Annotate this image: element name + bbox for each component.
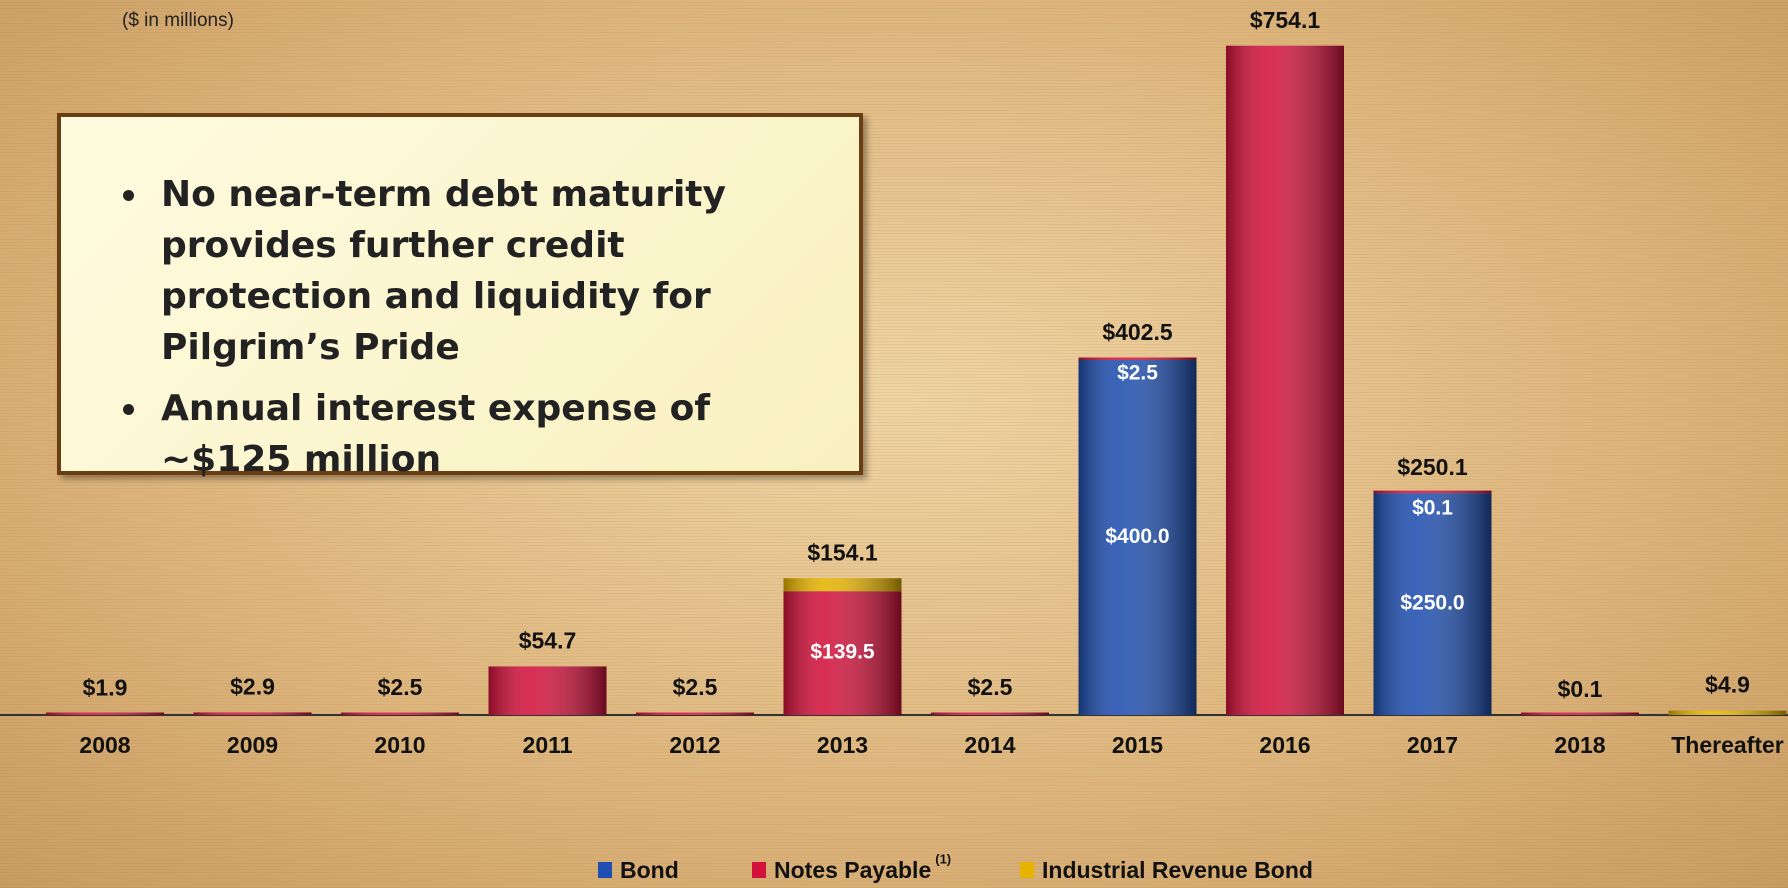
x-tick-label: 2014 [964,732,1015,758]
legend-footnote: (1) [935,851,951,866]
bar-shading [1078,357,1197,360]
bullet-list: No near-term debt maturity provides furt… [61,117,859,485]
total-label: $0.1 [1558,676,1603,702]
segment-label: $2.5 [1117,361,1158,384]
bar-shading [636,712,754,715]
bullet: No near-term debt maturity provides furt… [151,169,819,373]
x-tick-label: Thereafter [1671,732,1784,758]
legend-swatch [598,862,612,878]
total-label: $154.1 [807,539,878,565]
total-label: $2.5 [673,674,718,700]
bar-shading [1078,360,1197,715]
x-tick-label: 2017 [1407,732,1458,758]
x-tick-label: 2009 [227,732,278,758]
bar-shading [931,712,1049,715]
bar-shading [1521,712,1639,715]
x-tick-label: 2013 [817,732,868,758]
legend-swatch [752,862,766,878]
legend-swatch [1020,862,1034,878]
legend-label: Industrial Revenue Bond [1042,857,1313,883]
text-box: No near-term debt maturity provides furt… [57,113,863,480]
segment-label: $0.1 [1412,497,1453,520]
x-tick-label: 2012 [669,732,720,758]
x-tick-label: 2010 [374,732,425,758]
bar-shading [1373,493,1492,715]
segment-label: $400.0 [1105,525,1169,548]
x-tick-label: 2018 [1554,732,1605,758]
legend-label: Bond [620,857,679,883]
x-tick-label: 2008 [79,732,130,758]
total-label: $402.5 [1102,319,1173,345]
segment-label: $139.5 [810,641,875,664]
total-label: $4.9 [1705,672,1750,698]
total-label: $754.1 [1250,7,1321,33]
total-label: $1.9 [83,674,128,700]
total-label: $2.9 [230,674,275,700]
bar-shading [1668,710,1787,715]
bar-shading [341,712,459,715]
total-label: $2.5 [378,674,423,700]
x-tick-label: 2016 [1259,732,1310,758]
bar-shading [193,712,312,715]
total-label: $2.5 [968,674,1013,700]
x-tick-label: 2011 [523,732,573,758]
bar-shading [783,578,902,592]
legend-label: Notes Payable [774,857,931,883]
bar-shading [488,666,607,715]
bullet: Annual interest expense of ~$125 million [151,383,819,485]
bar-shading [1226,45,1344,715]
segment-label: $250.0 [1400,592,1464,615]
bar-shading [783,591,902,715]
total-label: $54.7 [519,628,577,654]
bar-shading [1373,490,1492,494]
subtitle: ($ in millions) [122,10,234,31]
bar-shading [46,712,164,715]
total-label: $250.1 [1397,454,1468,480]
x-tick-label: 2015 [1112,732,1163,758]
